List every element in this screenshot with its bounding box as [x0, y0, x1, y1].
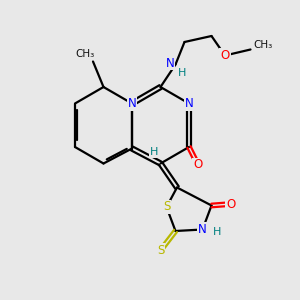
Text: N: N	[198, 223, 207, 236]
Text: O: O	[194, 158, 202, 172]
Text: S: S	[157, 244, 164, 257]
Text: O: O	[220, 49, 230, 62]
Text: N: N	[128, 97, 136, 110]
Text: CH₃: CH₃	[253, 40, 272, 50]
Text: H: H	[178, 68, 186, 79]
Text: H: H	[150, 147, 159, 157]
Text: S: S	[163, 200, 170, 214]
Text: N: N	[166, 56, 175, 70]
Text: O: O	[226, 197, 236, 211]
Text: N: N	[184, 97, 194, 110]
Text: H: H	[213, 227, 221, 237]
Text: CH₃: CH₃	[76, 49, 95, 59]
